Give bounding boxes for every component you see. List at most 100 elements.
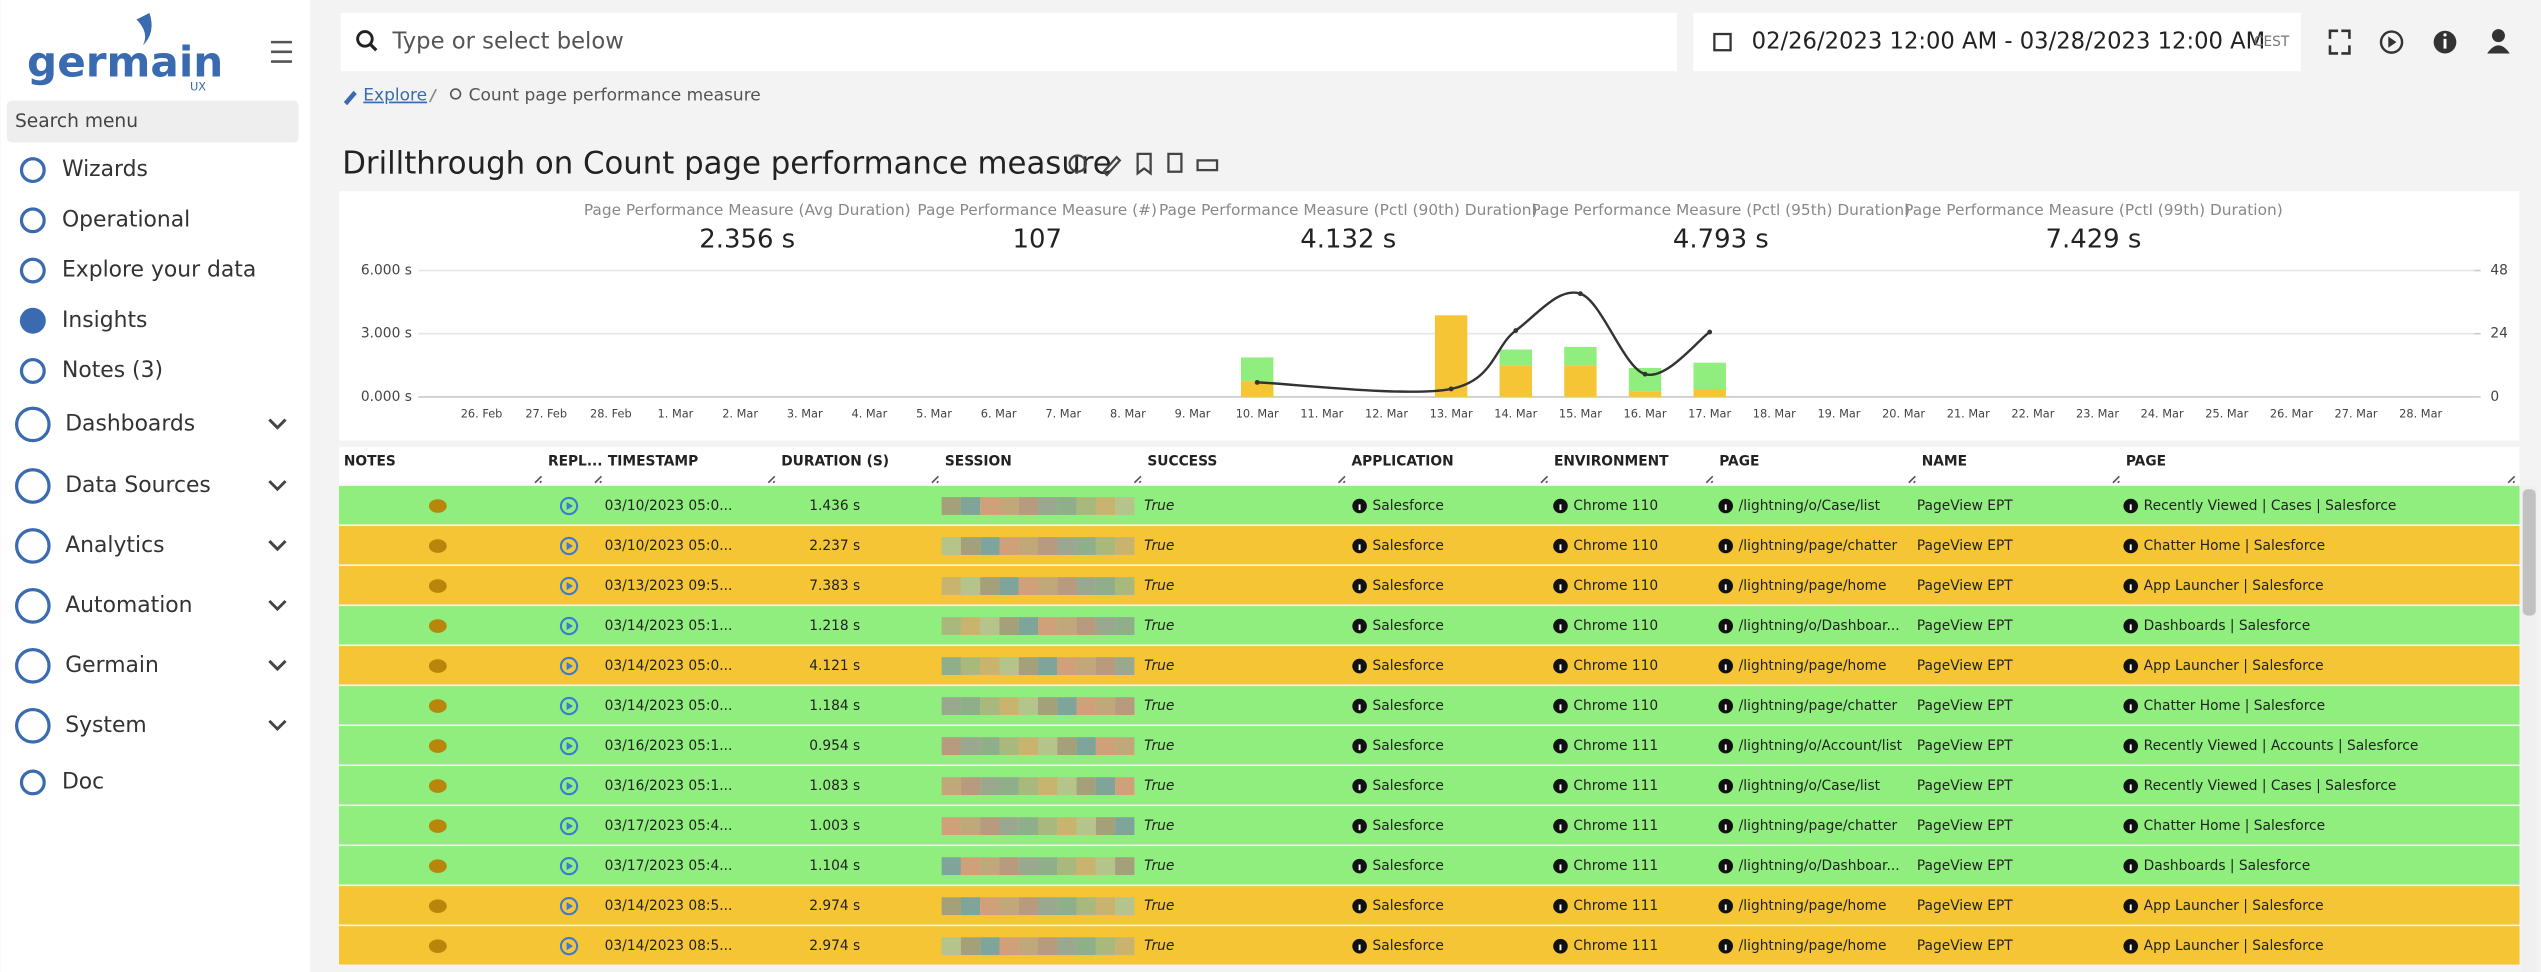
session-block [980,577,999,595]
table-row[interactable]: 03/10/2023 05:0...2.237 sTrueSalesforceC… [339,526,2520,564]
session-block [1096,817,1115,835]
x-tick-label: 26. Mar [2270,407,2313,421]
session-block [999,737,1018,755]
menu-label: Germain [65,653,159,678]
timestamp: 03/14/2023 08:5... [605,938,733,954]
kpi-label: Page Performance Measure (Pctl (95th) Du… [1532,201,1911,219]
session-block [1057,617,1076,635]
column-header[interactable]: DURATION (S) [781,454,889,470]
menu-label: Operational [62,207,190,232]
session-block [1019,857,1038,875]
note-icon[interactable] [429,939,447,953]
logo-sub: UX [190,79,206,93]
column-header[interactable]: PAGE [1719,454,1759,470]
note-icon[interactable] [429,739,447,753]
y-tick-label: 0.000 s [361,389,412,405]
session-block [1096,737,1115,755]
page: /lightning/page/chatter [1739,698,1898,714]
session-block [999,937,1018,955]
session-block [1077,537,1096,555]
table-row[interactable]: 03/14/2023 05:0...4.121 sTrueSalesforceC… [339,646,2520,684]
column-header[interactable]: ENVIRONMENT [1554,454,1669,470]
name: PageView EPT [1917,498,2013,514]
table-row[interactable]: 03/10/2023 05:0...1.436 sTrueSalesforceC… [339,486,2520,524]
table-row[interactable]: 03/17/2023 05:4...1.104 sTrueSalesforceC… [339,846,2520,884]
session-block [999,697,1018,715]
session-block [999,497,1018,515]
page-title: App Launcher | Salesforce [2144,578,2324,594]
session-block [1115,697,1134,715]
table-row[interactable]: 03/16/2023 05:1...1.083 sTrueSalesforceC… [339,766,2520,804]
column-header[interactable]: NAME [1922,454,1967,470]
table-row[interactable]: 03/14/2023 08:5...2.974 sTrueSalesforceC… [339,886,2520,924]
x-tick-label: 26. Feb [461,407,503,421]
table-row[interactable]: 03/14/2023 08:5...2.974 sTrueSalesforceC… [339,926,2520,964]
x-tick-label: 7. Mar [1045,407,1081,421]
bar [1241,357,1273,381]
table-row[interactable]: 03/14/2023 05:1...1.218 sTrueSalesforceC… [339,606,2520,644]
note-icon[interactable] [429,499,447,513]
success: True [1144,698,1174,714]
session-block [999,537,1018,555]
duration: 1.104 s [809,858,860,874]
session-block [961,697,980,715]
breadcrumb-link[interactable]: Explore [363,86,427,106]
column-header[interactable]: SESSION [945,454,1012,470]
session-block [1115,577,1134,595]
column-header[interactable]: TIMESTAMP [608,454,698,470]
application: Salesforce [1373,898,1444,914]
column-header[interactable]: NOTES [344,454,396,470]
menu-item[interactable]: Insights [21,308,147,333]
note-icon[interactable] [429,699,447,713]
note-icon[interactable] [429,899,447,913]
timestamp: 03/14/2023 05:1... [605,618,733,634]
column-header[interactable]: REPL... [548,454,603,470]
name: PageView EPT [1917,818,2013,834]
note-icon[interactable] [429,539,447,553]
user-button[interactable] [2492,29,2505,42]
x-tick-label: 27. Mar [2335,407,2378,421]
note-icon[interactable] [429,619,447,633]
scrollbar-thumb[interactable] [2523,489,2536,615]
name: PageView EPT [1917,538,2013,554]
environment: Chrome 111 [1573,738,1658,754]
note-icon[interactable] [429,819,447,833]
session-block [980,897,999,915]
column-header[interactable]: APPLICATION [1351,454,1453,470]
timestamp: 03/14/2023 05:0... [605,698,733,714]
x-tick-label: 11. Mar [1300,407,1343,421]
page-title: Recently Viewed | Accounts | Salesforce [2144,738,2419,754]
duration: 2.974 s [809,898,860,914]
line-point [1449,386,1454,391]
note-icon[interactable] [429,579,447,593]
x-tick-label: 6. Mar [981,407,1017,421]
environment: Chrome 110 [1573,618,1658,634]
note-icon[interactable] [429,659,447,673]
page-title: App Launcher | Salesforce [2144,898,2324,914]
environment: Chrome 110 [1573,658,1658,674]
x-tick-label: 9. Mar [1175,407,1211,421]
table: NOTES REPL... TIMESTAMP DURATION (S) SESSION… [339,454,2520,965]
column-header[interactable]: SUCCESS [1147,454,1217,470]
session-block [980,617,999,635]
table-row[interactable]: 03/16/2023 05:1...0.954 sTrueSalesforceC… [339,726,2520,764]
application: Salesforce [1373,738,1444,754]
table-row[interactable]: 03/13/2023 09:5...7.383 sTrueSalesforceC… [339,566,2520,604]
session-block [1115,857,1134,875]
note-icon[interactable] [429,779,447,793]
column-header[interactable]: PAGE [2126,454,2166,470]
menu-search-placeholder: Search menu [15,111,138,132]
table-row[interactable]: 03/14/2023 05:0...1.184 sTrueSalesforceC… [339,686,2520,724]
bar [1500,350,1532,366]
x-tick-label: 12. Mar [1365,407,1408,421]
page-title: App Launcher | Salesforce [2144,938,2324,954]
x-tick-label: 19. Mar [1817,407,1860,421]
timestamp: 03/10/2023 05:0... [605,538,733,554]
session-block [1038,897,1057,915]
table-row[interactable]: 03/17/2023 05:4...1.003 sTrueSalesforceC… [339,806,2520,844]
line-point [1255,380,1260,385]
note-icon[interactable] [429,859,447,873]
session-block [1019,817,1038,835]
application: Salesforce [1373,938,1444,954]
menu-label: Automation [65,593,192,618]
